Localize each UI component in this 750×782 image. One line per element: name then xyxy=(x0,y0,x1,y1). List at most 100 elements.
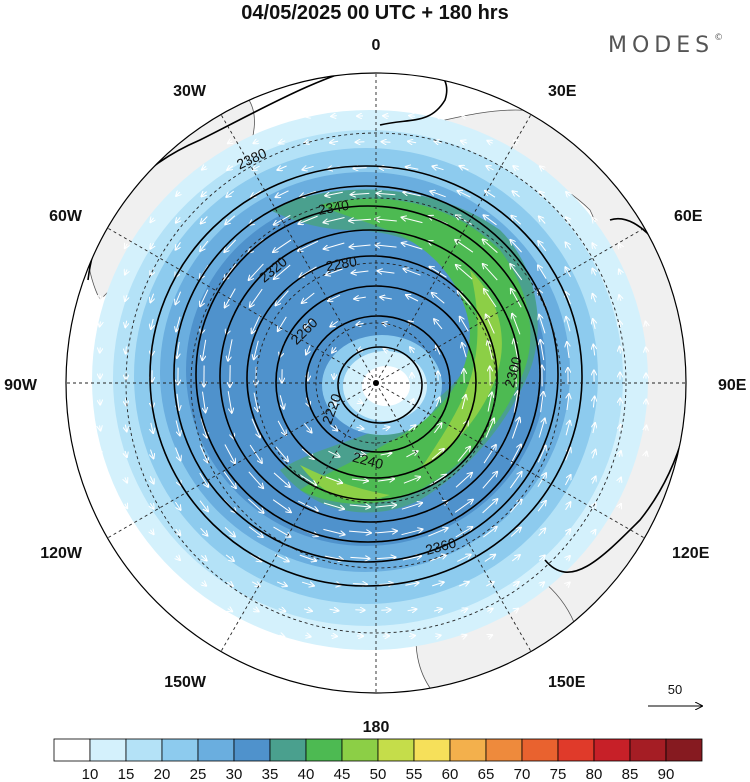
wind-arrow xyxy=(274,264,291,279)
meridian-line xyxy=(107,382,377,539)
wind-arrow xyxy=(434,319,443,330)
wind-arrow xyxy=(248,471,263,488)
wind-arrow xyxy=(513,391,518,413)
wind-arrow xyxy=(277,420,286,435)
colorbar-tick-label: 75 xyxy=(550,766,567,782)
colorbar-swatch xyxy=(413,738,451,762)
wind-arrow xyxy=(201,192,206,197)
wind-arrow xyxy=(461,141,468,143)
wind-arrow xyxy=(350,245,371,247)
wind-arrow xyxy=(298,215,318,224)
latitude-circle xyxy=(190,197,562,569)
wind-arrow xyxy=(150,476,153,483)
wind-arrow xyxy=(324,242,345,249)
wind-arrow xyxy=(488,635,492,637)
colorbar-swatch xyxy=(593,738,631,762)
wind-arrow xyxy=(592,243,595,248)
wind-arrow xyxy=(302,166,314,169)
wind-arrow xyxy=(593,319,595,330)
colorbar-swatch xyxy=(161,738,199,762)
wind-arrow xyxy=(278,609,286,612)
wind-arrow xyxy=(302,292,315,303)
colorbar-tick-label: 30 xyxy=(226,766,243,782)
wind-arrow xyxy=(483,239,498,253)
wind-arrow xyxy=(567,342,569,358)
wind-arrow xyxy=(458,582,469,586)
colorbar: 10 15 20 25 30 35 40 45 50 55 60 65 70 75 80 85 90 xyxy=(53,738,703,782)
wind-arrow xyxy=(125,424,126,432)
wind-arrow xyxy=(539,217,546,224)
wind-arrow xyxy=(224,527,235,536)
wind-arrow xyxy=(224,444,235,464)
wind-arrow xyxy=(514,141,518,144)
wind-arrow xyxy=(483,264,498,281)
wind-arrow xyxy=(537,446,545,463)
wind-arrow xyxy=(565,448,571,461)
wind-arrow xyxy=(538,419,545,438)
wind-arrow xyxy=(458,191,471,198)
wind-arrow xyxy=(429,475,446,486)
wind-arrow xyxy=(431,449,444,460)
wind-arrow xyxy=(430,191,446,198)
lon-label-90w: 90W xyxy=(4,377,38,394)
vector-reference: 50 xyxy=(648,682,702,706)
wind-arrow xyxy=(462,395,466,410)
wind-arrow xyxy=(378,271,395,273)
wind-arrow xyxy=(401,503,422,510)
latitude-circle xyxy=(255,262,497,504)
lon-label-120e: 120E xyxy=(672,545,710,562)
wind-arrow xyxy=(410,347,414,354)
colorbar-tick-label: 35 xyxy=(262,766,279,782)
wind-arrow xyxy=(538,241,547,252)
wind-arrow xyxy=(566,317,571,332)
wind-arrow xyxy=(482,527,496,538)
wind-arrow xyxy=(280,115,285,117)
colorbar-tick-label: 45 xyxy=(334,766,351,782)
wind-arrow xyxy=(125,294,127,301)
wind-arrow xyxy=(565,267,572,278)
wind-arrow xyxy=(540,166,544,169)
wind-arrow xyxy=(462,343,467,358)
wind-arrow xyxy=(540,340,545,361)
wind-arrow xyxy=(619,478,621,483)
wind-arrow xyxy=(227,166,234,170)
wind-arrow xyxy=(433,609,442,611)
wind-arrow xyxy=(125,450,127,457)
vector-reference-label: 50 xyxy=(668,682,682,697)
wind-arrow xyxy=(375,505,396,507)
wind-arrow xyxy=(200,289,209,307)
wind-arrow xyxy=(275,446,288,461)
wind-arrow xyxy=(402,243,423,250)
colorbar-tick-label: 20 xyxy=(154,766,171,782)
wind-arrow xyxy=(514,609,518,612)
wind-arrow xyxy=(456,265,473,280)
wind-arrow xyxy=(457,555,470,562)
contour-label-2240: 2240 xyxy=(351,449,385,473)
wind-arrow xyxy=(455,527,473,538)
wind-arrow xyxy=(125,270,127,275)
colorbar-swatch xyxy=(557,738,595,762)
wind-arrow xyxy=(619,451,621,458)
wind-arrow xyxy=(460,609,468,612)
wind-arrow xyxy=(512,582,519,586)
colorbar-swatch xyxy=(53,738,91,762)
wind-arrow xyxy=(376,557,395,558)
wind-arrow xyxy=(566,217,570,222)
wind-arrow xyxy=(306,345,310,355)
meridian-line xyxy=(375,382,532,652)
wind-arrow xyxy=(351,479,368,481)
wind-arrow xyxy=(380,453,392,455)
wind-arrow xyxy=(151,318,153,329)
lon-label-90e: 90E xyxy=(718,377,747,394)
wind-arrow xyxy=(199,500,208,512)
wind-arrow xyxy=(375,219,397,221)
lon-label-60e: 60E xyxy=(674,208,703,225)
wind-arrow xyxy=(430,267,447,278)
wind-arrow xyxy=(332,398,335,405)
map-title: 04/05/2025 00 UTC + 180 hrs xyxy=(241,2,509,24)
wind-arrow xyxy=(458,291,471,306)
wind-arrow xyxy=(404,269,421,276)
colorbar-tick-label: 85 xyxy=(622,766,639,782)
wind-arrow xyxy=(406,295,419,302)
